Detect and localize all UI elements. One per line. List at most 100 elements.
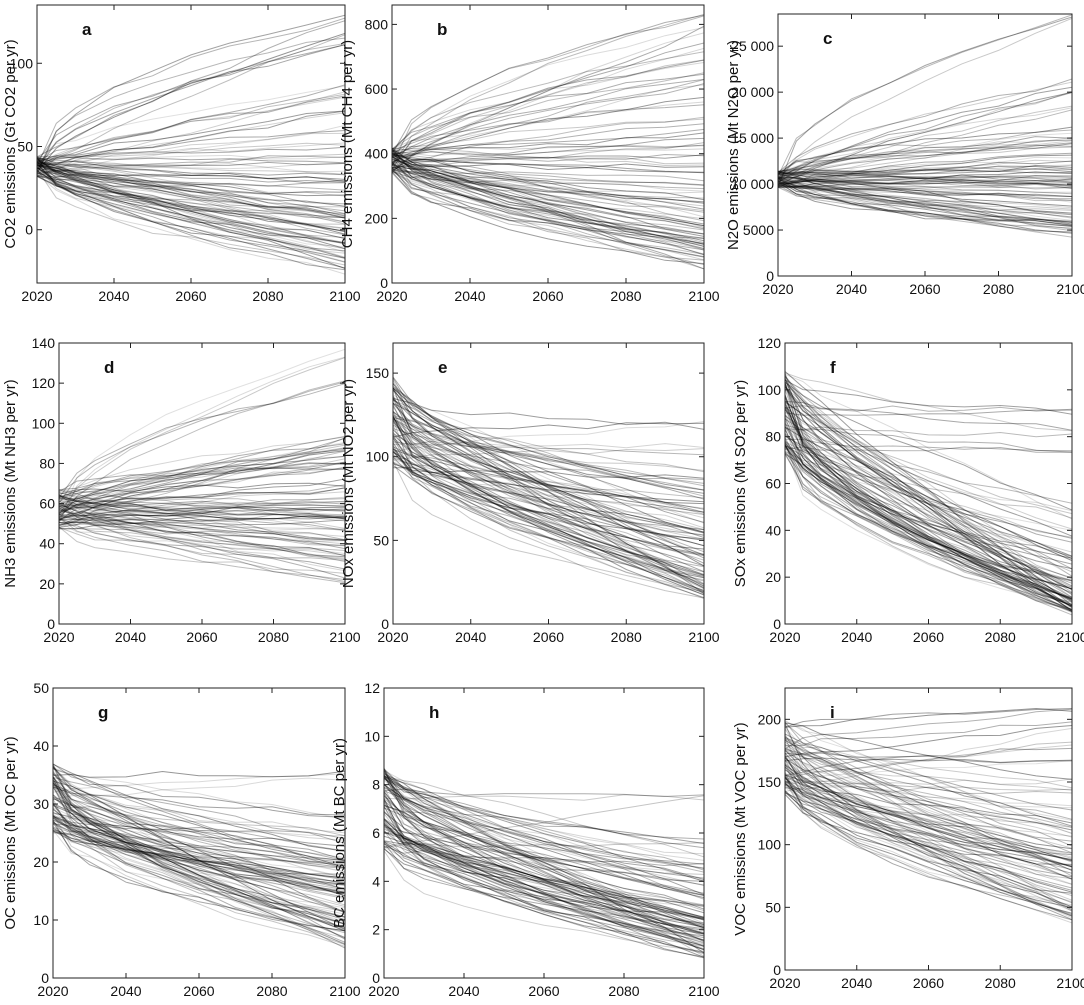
x-tick-label: 2100 (329, 629, 360, 645)
scenario-line (778, 177, 1072, 226)
scenario-line (392, 152, 704, 245)
scenario-line (785, 381, 1072, 596)
x-tick-label: 2100 (1056, 975, 1084, 991)
x-tick-label: 2040 (455, 629, 486, 645)
scenario-line (393, 397, 704, 430)
scenario-line (785, 400, 1072, 431)
scenario-line (393, 377, 704, 538)
scenario-line (37, 110, 345, 163)
x-tick-label: 2060 (913, 629, 944, 645)
scenario-line (53, 779, 345, 949)
y-tick-label: 150 (366, 365, 390, 381)
scenario-line (785, 395, 1072, 607)
scenario-line (785, 747, 1072, 791)
scenario-line (393, 431, 704, 557)
scenario-line (778, 172, 1072, 200)
scenario-lines (384, 767, 704, 959)
y-tick-label: 40 (33, 738, 49, 754)
scenario-line (778, 182, 1072, 227)
x-tick-label: 2020 (762, 281, 793, 297)
scenario-line (392, 155, 704, 266)
scenario-line (393, 447, 704, 541)
scenario-line (785, 764, 1072, 867)
scenario-line (384, 770, 704, 942)
scenario-line (59, 499, 345, 520)
scenario-line (53, 826, 345, 883)
y-tick-label: 30 (33, 796, 49, 812)
x-tick-label: 2080 (256, 983, 287, 999)
scenario-line (53, 809, 345, 929)
scenario-line (37, 165, 345, 184)
scenario-line (37, 161, 345, 244)
y-tick-label: 60 (39, 496, 55, 512)
scenario-line (392, 73, 704, 150)
scenario-line (778, 177, 1072, 215)
scenario-line (778, 129, 1072, 175)
scenario-line (778, 178, 1072, 227)
scenario-line (53, 781, 345, 884)
scenario-line (393, 450, 704, 540)
scenario-line (384, 778, 704, 948)
scenario-line (384, 775, 704, 844)
scenario-line (393, 456, 704, 573)
y-axis-label: NOx emissions (Mt NO2 per yr) (340, 379, 357, 588)
scenario-line (778, 177, 1072, 190)
scenario-line (37, 172, 345, 178)
scenario-line (384, 792, 704, 946)
scenario-line (778, 172, 1072, 183)
y-tick-label: 0 (381, 616, 389, 632)
scenario-line (53, 803, 345, 918)
scenario-line (392, 162, 704, 256)
scenario-line (785, 372, 1072, 607)
scenario-line (384, 826, 704, 886)
scenario-line (785, 748, 1072, 820)
scenario-line (785, 372, 1072, 432)
y-tick-label: 20 (33, 854, 49, 870)
scenario-line (785, 741, 1072, 877)
scenario-line (785, 752, 1072, 764)
scenario-line (785, 426, 1072, 557)
scenario-line (53, 816, 345, 859)
scenario-line (53, 805, 345, 897)
scenario-line (778, 179, 1072, 188)
scenario-line (53, 766, 345, 900)
scenario-line (785, 777, 1072, 893)
scenario-line (384, 818, 704, 939)
scenario-line (785, 777, 1072, 854)
scenario-line (37, 32, 345, 173)
scenario-line (392, 144, 704, 150)
scenario-line (37, 43, 345, 167)
scenario-line (393, 402, 704, 567)
scenario-line (384, 831, 704, 920)
scenario-line (59, 441, 345, 516)
scenario-line (59, 495, 345, 560)
scenario-line (59, 437, 345, 510)
scenario-line (778, 186, 1072, 222)
scenario-line (59, 383, 345, 499)
scenario-line (778, 91, 1072, 186)
scenario-line (384, 778, 704, 849)
y-tick-label: 0 (25, 222, 33, 238)
scenario-line (778, 16, 1072, 188)
scenario-line (785, 749, 1072, 871)
scenario-lines (778, 14, 1072, 238)
scenario-line (785, 757, 1072, 763)
scenario-line (59, 510, 345, 531)
scenario-line (384, 848, 704, 959)
scenario-line (778, 160, 1072, 184)
scenario-line (59, 521, 345, 554)
scenario-line (53, 807, 345, 837)
y-tick-label: 15 000 (731, 130, 774, 146)
scenario-line (785, 414, 1072, 600)
scenario-line (53, 763, 345, 944)
scenario-line (785, 787, 1072, 916)
scenario-line (59, 506, 345, 518)
scenario-line (59, 515, 345, 522)
scenario-line (53, 817, 345, 893)
scenario-line (393, 405, 704, 540)
scenario-line (59, 494, 345, 582)
scenario-line (778, 173, 1072, 225)
y-tick-label: 50 (373, 532, 389, 548)
y-axis-label: OC emissions (Mt OC per yr) (2, 736, 19, 929)
scenario-line (785, 414, 1072, 573)
